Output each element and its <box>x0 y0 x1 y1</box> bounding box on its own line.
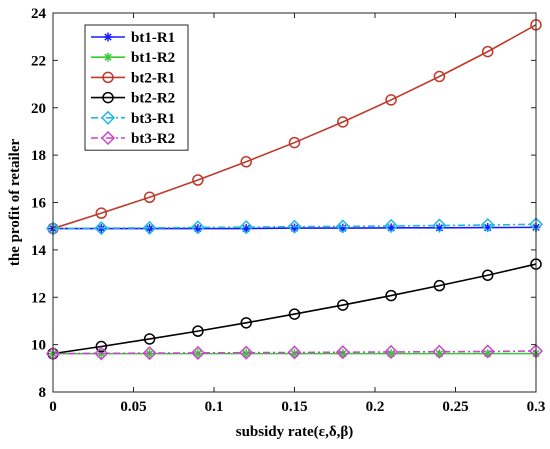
y-tick-label: 18 <box>31 148 46 164</box>
data-point <box>338 223 348 233</box>
y-tick-label: 10 <box>31 338 46 354</box>
y-tick-label: 22 <box>31 53 46 69</box>
legend-label: bt1-R1 <box>131 30 175 46</box>
data-point <box>480 217 495 233</box>
axes: 0 0.05 0.1 0.15 0.2 0.25 0.3 8 10 12 14 16 18 20 22 24 <box>31 6 545 415</box>
data-point <box>240 317 252 329</box>
data-point <box>432 218 447 233</box>
data-point <box>386 349 396 359</box>
data-point <box>385 94 397 106</box>
x-axis-label: subsidy rate(ε,δ,β) <box>236 424 354 440</box>
legend-item-bt1-r2: bt1-R2 <box>91 50 175 66</box>
data-point <box>287 219 302 234</box>
y-tick-label: 12 <box>31 290 46 306</box>
legend-box <box>84 24 189 151</box>
legend-label: bt2-R1 <box>131 70 175 86</box>
data-point <box>384 344 399 360</box>
data-point <box>432 344 447 359</box>
data-point <box>103 32 113 42</box>
data-point <box>338 349 348 359</box>
x-tick-label: 0 <box>49 399 57 415</box>
legend-item-bt2-r1: bt2-R1 <box>91 70 175 86</box>
data-point <box>100 110 116 125</box>
y-tick-label: 20 <box>31 101 46 117</box>
legend-label: bt1-R2 <box>131 50 175 66</box>
y-axis-label: the profit of retailer <box>7 139 23 267</box>
data-point <box>94 346 109 361</box>
data-point <box>190 345 205 360</box>
data-point <box>241 224 251 234</box>
data-point <box>102 71 114 84</box>
x-tick-label: 0.25 <box>442 399 468 415</box>
x-tick-label: 0.3 <box>527 399 546 415</box>
data-point <box>385 289 397 302</box>
data-point <box>142 220 157 235</box>
data-point <box>337 116 349 128</box>
series-bt2-r2 <box>47 258 542 360</box>
data-point <box>481 45 494 58</box>
x-tick-label: 0.1 <box>205 399 224 415</box>
data-point <box>384 218 399 234</box>
y-tick-label: 14 <box>31 243 47 259</box>
legend-item-bt3-r2: bt3-R2 <box>91 130 175 147</box>
data-point <box>335 345 350 360</box>
data-point <box>142 346 157 361</box>
series-line <box>52 223 537 230</box>
data-point <box>95 340 108 353</box>
legend-label: bt2-R2 <box>131 91 175 107</box>
y-tick-label: 16 <box>31 196 47 212</box>
series-line <box>52 263 537 355</box>
data-point <box>190 220 205 235</box>
data-point <box>433 279 446 292</box>
x-tick-label: 0.05 <box>120 399 146 415</box>
data-point <box>481 269 494 281</box>
data-point <box>288 308 301 320</box>
series-line <box>52 24 537 230</box>
data-point <box>239 220 254 235</box>
legend-item-bt1-r1: bt1-R1 <box>91 30 175 46</box>
data-point <box>103 52 113 62</box>
data-point <box>94 221 109 236</box>
legend-item-bt3-r1: bt3-R1 <box>91 110 175 127</box>
y-tick-label: 24 <box>31 6 47 22</box>
x-tick-label: 0.15 <box>281 399 307 415</box>
data-point <box>290 223 299 233</box>
legend-item-bt2-r2: bt2-R2 <box>91 91 175 107</box>
series-bt3-r1 <box>45 217 544 236</box>
data-point <box>239 345 254 360</box>
series-line <box>52 350 537 355</box>
data-point <box>335 219 350 234</box>
x-tick-label: 0.2 <box>366 399 385 415</box>
data-point <box>433 70 446 83</box>
data-point <box>100 130 116 146</box>
data-point <box>288 136 301 149</box>
legend-label: bt3-R1 <box>131 111 175 127</box>
data-point <box>480 344 495 359</box>
data-point <box>240 156 252 168</box>
data-point <box>287 345 302 360</box>
legend: bt1-R1 bt1-R2 bt2-R1 bt2-R2 bt3-R1 bt3-R2 <box>84 24 189 151</box>
data-point <box>102 91 114 104</box>
data-point <box>192 325 204 337</box>
data-point <box>143 333 156 345</box>
data-point <box>192 174 204 186</box>
legend-label: bt3-R2 <box>131 131 175 147</box>
data-point <box>337 299 349 311</box>
series-layer <box>45 19 544 361</box>
data-point <box>95 207 108 219</box>
data-point <box>143 191 156 204</box>
y-tick-label: 8 <box>39 385 47 401</box>
